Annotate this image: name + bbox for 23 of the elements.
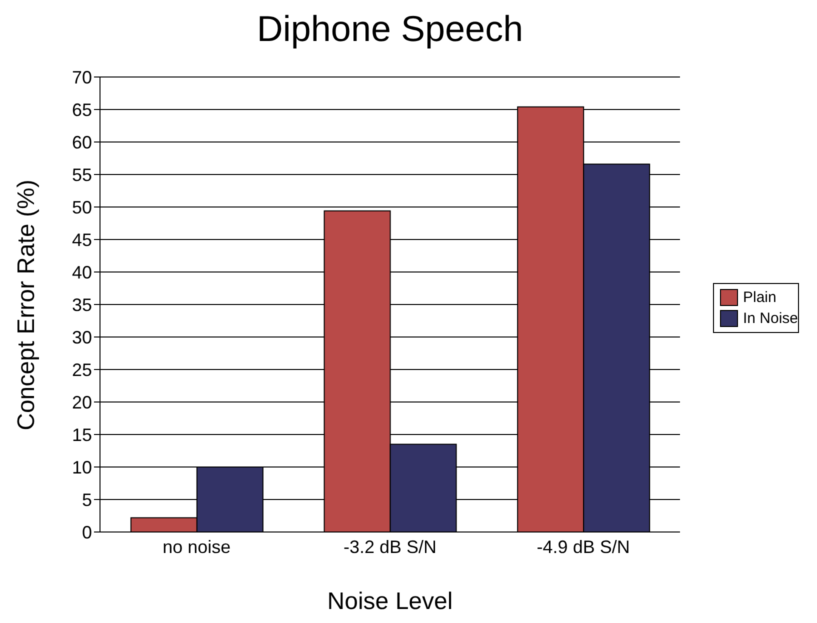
y-tick-label: 65 — [72, 100, 92, 120]
x-tick-label: no noise — [162, 536, 231, 557]
y-tick-label: 20 — [72, 392, 92, 412]
y-axis-title: Concept Error Rate (%) — [13, 180, 41, 430]
y-tick-label: 60 — [72, 132, 92, 152]
y-tick-label: 15 — [72, 424, 92, 445]
y-tick-label: 25 — [72, 360, 92, 380]
y-tick-label: 0 — [82, 522, 92, 542]
y-tick-label: 40 — [72, 262, 92, 282]
y-tick-label: 55 — [72, 164, 92, 185]
y-tick-label: 45 — [72, 230, 92, 250]
x-axis-title: Noise Level — [326, 588, 454, 616]
y-tick-label: 30 — [72, 327, 92, 348]
y-tick-label: 10 — [72, 457, 92, 478]
y-tick-label: 35 — [72, 294, 92, 315]
legend-label: Plain — [743, 288, 776, 308]
x-tick-label: -3.2 dB S/N — [343, 536, 437, 557]
chart-title: Diphone Speech — [256, 8, 524, 50]
y-tick-label: 70 — [72, 67, 92, 88]
y-tick-label: 5 — [82, 490, 92, 510]
legend-label: In Noise — [743, 309, 798, 329]
y-tick-label: 50 — [72, 197, 92, 218]
x-tick-label: -4.9 dB S/N — [536, 536, 630, 557]
